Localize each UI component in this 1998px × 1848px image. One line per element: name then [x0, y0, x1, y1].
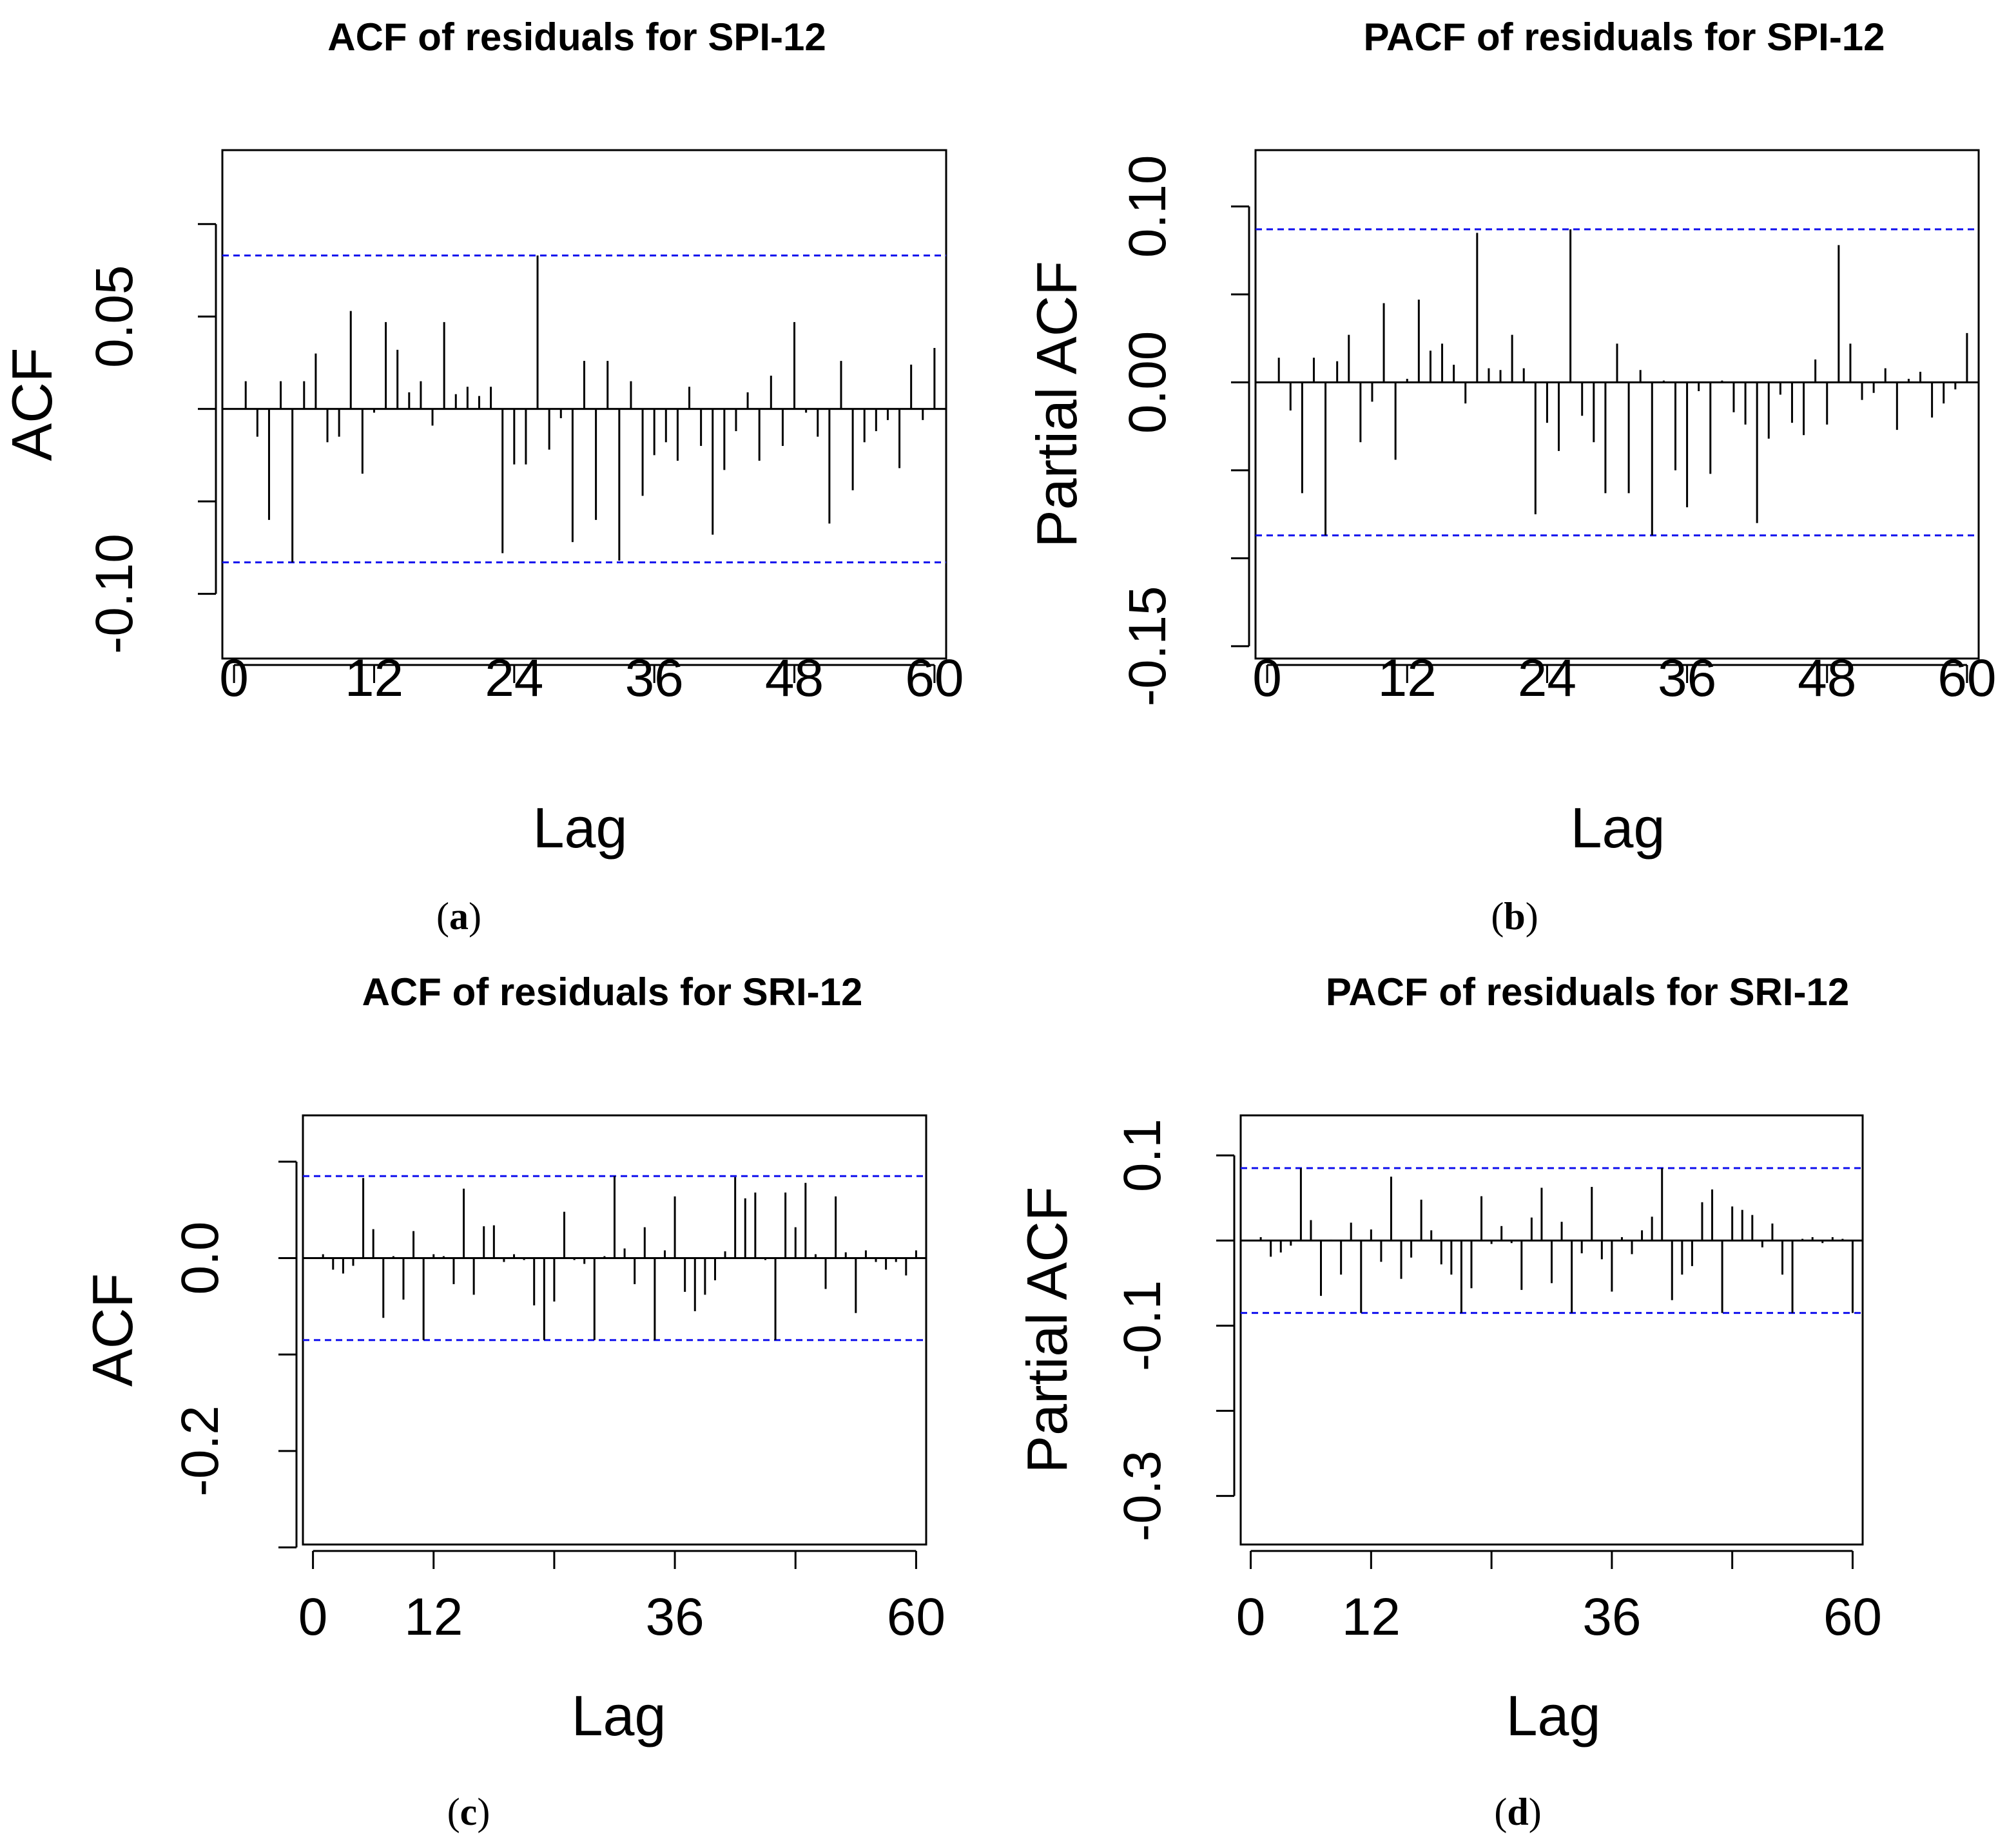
y-tick-label: -0.1 — [1113, 1280, 1172, 1371]
x-axis-label: Lag — [533, 796, 628, 860]
x-tick-label: 24 — [485, 649, 543, 707]
plot-frame — [1239, 1114, 1864, 1546]
panel-caption: (c) — [447, 1791, 490, 1833]
chart-title: ACF of residuals for SPI-12 — [327, 15, 826, 59]
panel-caption: (a) — [436, 895, 481, 938]
y-tick-label: 0.10 — [1118, 155, 1177, 258]
y-tick-label: 0.05 — [85, 265, 144, 368]
panel-caption: (b) — [1491, 895, 1538, 938]
x-tick-label: 24 — [1518, 649, 1576, 707]
x-tick-label: 48 — [765, 649, 824, 707]
y-axis-label: ACF — [0, 348, 64, 461]
x-tick-label: 36 — [625, 649, 684, 707]
x-tick-label: 12 — [1378, 649, 1437, 707]
x-axis-label: Lag — [1506, 1684, 1601, 1747]
y-axis-label: Partial ACF — [1015, 1186, 1079, 1473]
panel-d-sri12-pacf: PACF of residuals for SRI-12 0 12 36 60 -0.3 -… — [1015, 970, 1882, 1833]
chart-title: ACF of residuals for SRI-12 — [362, 970, 863, 1014]
x-tick-label: 60 — [1937, 649, 1996, 707]
y-axis-label: ACF — [81, 1273, 144, 1387]
y-tick-label: 0.00 — [1118, 331, 1177, 434]
plot-frame — [1254, 149, 1980, 660]
y-tick-label: -0.2 — [171, 1405, 229, 1496]
x-tick-label: 12 — [1342, 1588, 1401, 1646]
y-tick-label: -0.3 — [1113, 1450, 1172, 1541]
x-tick-label: 60 — [905, 649, 964, 707]
x-tick-label: 0 — [1236, 1588, 1266, 1646]
x-tick-label: 12 — [404, 1588, 463, 1646]
x-tick-label: 60 — [1823, 1588, 1882, 1646]
plot-frame — [302, 1114, 927, 1546]
x-tick-label: 0 — [298, 1588, 328, 1646]
x-tick-label: 0 — [1252, 649, 1282, 707]
x-axis-label: Lag — [572, 1684, 666, 1747]
panel-a-spi12-acf: ACF of residuals for SPI-12 0 12 24 36 48 60 -0… — [0, 15, 964, 938]
y-tick-label: 0.0 — [171, 1222, 229, 1295]
y-tick-label: -0.10 — [85, 534, 144, 654]
plot-frame — [221, 149, 947, 660]
x-tick-label: 36 — [1582, 1588, 1641, 1646]
y-tick-label: 0.1 — [1113, 1119, 1172, 1192]
y-axis-label: Partial ACF — [1025, 261, 1089, 548]
y-tick-label: -0.15 — [1118, 586, 1177, 706]
chart-title: PACF of residuals for SPI-12 — [1363, 15, 1885, 59]
panel-b-spi12-pacf: PACF of residuals for SPI-12 0 12 24 36 48 60 -… — [1025, 15, 1997, 938]
x-tick-label: 0 — [219, 649, 249, 707]
x-tick-label: 48 — [1798, 649, 1856, 707]
x-axis-label: Lag — [1571, 796, 1665, 860]
x-tick-label: 36 — [645, 1588, 704, 1646]
x-tick-label: 60 — [887, 1588, 946, 1646]
x-tick-label: 36 — [1658, 649, 1716, 707]
chart-title: PACF of residuals for SRI-12 — [1326, 970, 1849, 1014]
panel-caption: (d) — [1494, 1791, 1541, 1833]
panel-c-sri12-acf: ACF of residuals for SRI-12 0 12 36 60 -0.2 0.… — [81, 970, 946, 1833]
x-tick-label: 12 — [345, 649, 403, 707]
